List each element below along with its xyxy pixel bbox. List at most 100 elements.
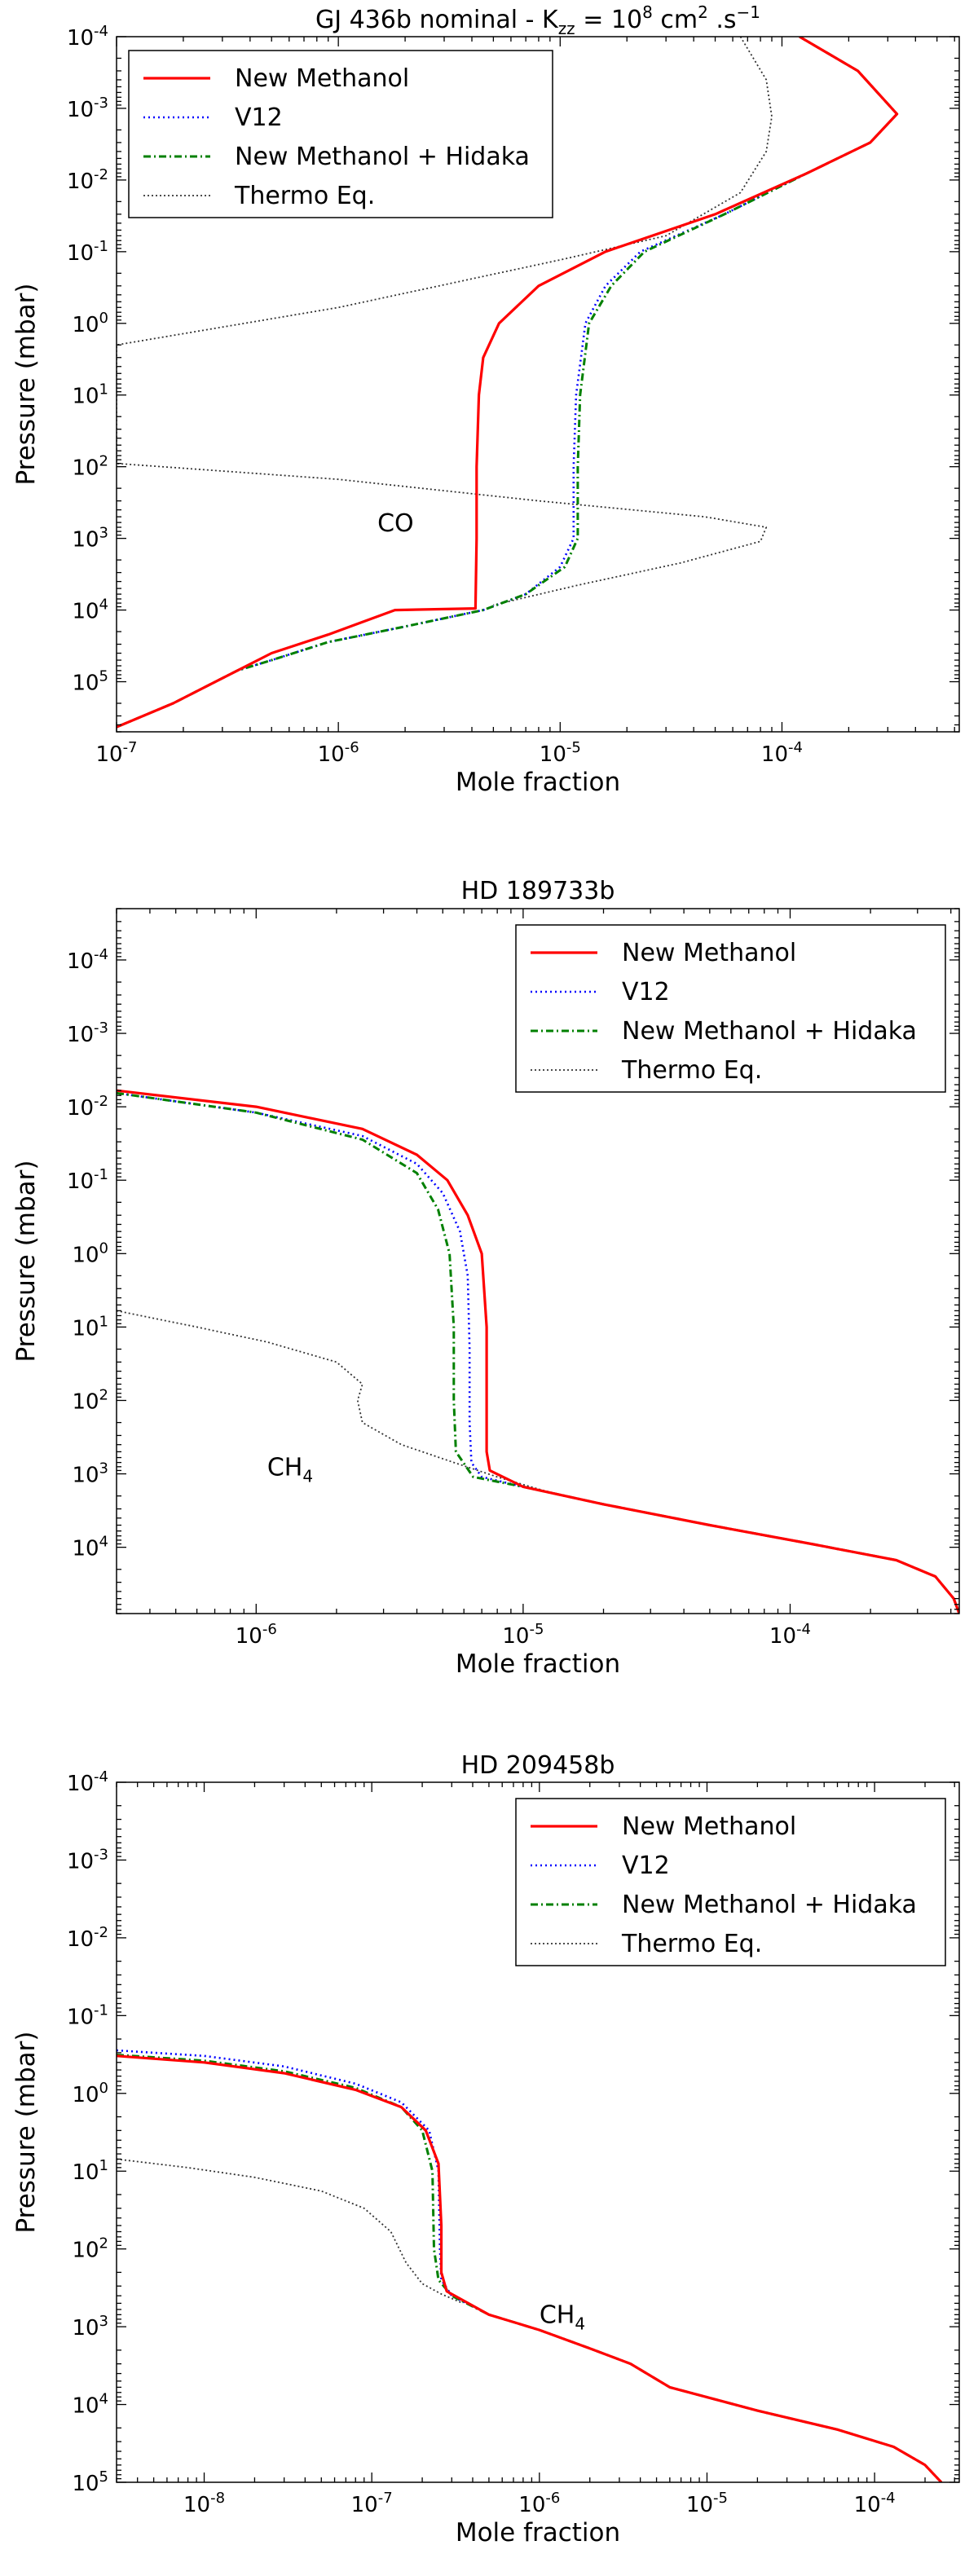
y-tick-exponent: -4: [94, 23, 108, 40]
chart-title: HD 209458b: [461, 1751, 615, 1780]
y-tick-base: 10: [67, 26, 94, 51]
series-group: [117, 1089, 959, 1614]
y-tick-exponent: -3: [94, 95, 108, 112]
legend-label: V12: [622, 1852, 670, 1880]
legend-label: V12: [235, 103, 283, 132]
y-tick-base: 10: [67, 1096, 94, 1121]
x-tick-base: 10: [769, 1624, 796, 1649]
y-tick-base: 10: [67, 1927, 94, 1952]
legend: New Methanol V12 New Methanol + Hidaka Ther…: [515, 1798, 946, 1966]
y-tick-exponent: 0: [99, 1240, 108, 1257]
y-tick-exponent: -3: [94, 1019, 108, 1037]
y-tick-exponent: -1: [94, 1166, 108, 1183]
chart-title-main: GJ 436b nominal - K: [315, 6, 559, 34]
y-tick-label: 102: [72, 453, 108, 481]
x-tick-exponent: -6: [545, 2490, 560, 2507]
series-line-thermo-eq: [117, 37, 773, 606]
y-tick-label: 10-3: [67, 1846, 108, 1874]
x-axis-label: Mole fraction: [456, 1649, 620, 1679]
y-tick-base: 10: [67, 1849, 94, 1874]
y-tick-label: 102: [72, 2235, 108, 2263]
y-tick-exponent: -2: [94, 166, 108, 183]
y-tick-base: 10: [72, 385, 99, 409]
x-tick-label: 10-5: [502, 1621, 544, 1649]
y-tick-label: 102: [72, 1386, 108, 1414]
y-tick-label: 105: [72, 2468, 108, 2496]
y-tick-label: 104: [72, 597, 108, 624]
x-tick-label: 10-5: [540, 739, 581, 767]
legend-label: New Methanol: [235, 64, 409, 93]
x-tick-exponent: -8: [210, 2490, 225, 2507]
series-line-new-methanol-hidaka: [117, 1091, 959, 1614]
y-tick-base: 10: [67, 98, 94, 122]
x-tick-base: 10: [540, 742, 566, 767]
x-tick-exponent: -7: [378, 2490, 393, 2507]
y-tick-base: 10: [72, 313, 99, 337]
y-tick-exponent: 1: [99, 2157, 108, 2174]
y-tick-base: 10: [72, 456, 99, 481]
series-line-new-methanol: [117, 2054, 943, 2482]
y-tick-base: 10: [72, 528, 99, 553]
x-tick-label: 10-4: [761, 739, 803, 767]
x-axis: 10 -6 10-5 10-4 Mole fraction: [116, 909, 952, 1679]
series-line-new-methanol: [117, 1089, 959, 1614]
legend-label: V12: [622, 978, 670, 1006]
y-tick-exponent: 2: [99, 2235, 108, 2252]
y-tick-base: 10: [67, 1169, 94, 1194]
legend-label: New Methanol: [622, 1812, 796, 1841]
y-tick-label: 10-4: [67, 1768, 108, 1796]
y-axis: 10-410-310-210-1100101102103104105Pressu…: [11, 23, 959, 733]
y-tick-base: 10: [72, 2472, 99, 2496]
y-tick-base: 10: [72, 2316, 99, 2340]
plot-frame: [116, 1781, 960, 2483]
y-tick-base: 10: [72, 2083, 99, 2107]
title-tail-exponent: −1: [737, 2, 760, 22]
series-group: [117, 37, 899, 729]
y-axis-label: Pressure (mbar): [11, 283, 41, 485]
chart-title: GJ 436b nominal - Kzz = 108 cm2 .s−1: [315, 2, 760, 38]
y-tick-base: 10: [67, 2005, 94, 2029]
legend-label: New Methanol + Hidaka: [235, 143, 530, 171]
y-tick-base: 10: [72, 1537, 99, 1561]
y-tick-base: 10: [67, 170, 94, 194]
title-subscript: zz: [558, 19, 575, 38]
y-tick-base: 10: [72, 1243, 99, 1267]
x-tick-exponent: -4: [881, 2490, 896, 2507]
y-tick-base: 10: [72, 600, 99, 624]
legend-label: New Methanol + Hidaka: [622, 1017, 917, 1046]
x-tick-base: 10: [351, 2493, 378, 2517]
x-axis-label: Mole fraction: [456, 2518, 620, 2547]
species-annotation: CH4: [540, 2301, 585, 2334]
x-tick-exponent: -5: [713, 2490, 728, 2507]
y-tick-exponent: 0: [99, 2080, 108, 2097]
series-line-new-methanol: [117, 37, 899, 729]
legend-label: New Methanol + Hidaka: [622, 1891, 917, 1919]
x-tick-label: 10-8: [183, 2490, 225, 2517]
y-tick-exponent: -4: [94, 1768, 108, 1786]
y-tick-label: 10-1: [67, 238, 108, 266]
chart-title: HD 189733b: [461, 877, 615, 905]
x-tick-exponent: -4: [788, 739, 803, 756]
x-tick-exponent: -6: [262, 1621, 277, 1638]
legend: New Methanol V12 New Methanol + Hidaka Ther…: [128, 50, 553, 218]
y-tick-label: 103: [72, 2313, 108, 2340]
annotation-species: CO: [377, 509, 414, 538]
y-tick-label: 10-2: [67, 1924, 108, 1952]
y-tick-exponent: 2: [99, 1386, 108, 1403]
legend-label: New Methanol: [622, 939, 796, 967]
y-tick-base: 10: [67, 949, 94, 974]
y-tick-label: 101: [72, 1313, 108, 1341]
y-tick-exponent: -1: [94, 238, 108, 255]
x-tick-label: 10-4: [769, 1621, 811, 1649]
y-tick-exponent: 5: [99, 668, 108, 685]
species-annotation: CH4: [267, 1453, 313, 1486]
y-tick-label: 10-4: [67, 23, 108, 51]
y-tick-exponent: 1: [99, 1313, 108, 1330]
y-tick-label: 100: [72, 1240, 108, 1267]
y-tick-label: 10-2: [67, 1093, 108, 1121]
y-axis-label: Pressure (mbar): [11, 2031, 41, 2233]
